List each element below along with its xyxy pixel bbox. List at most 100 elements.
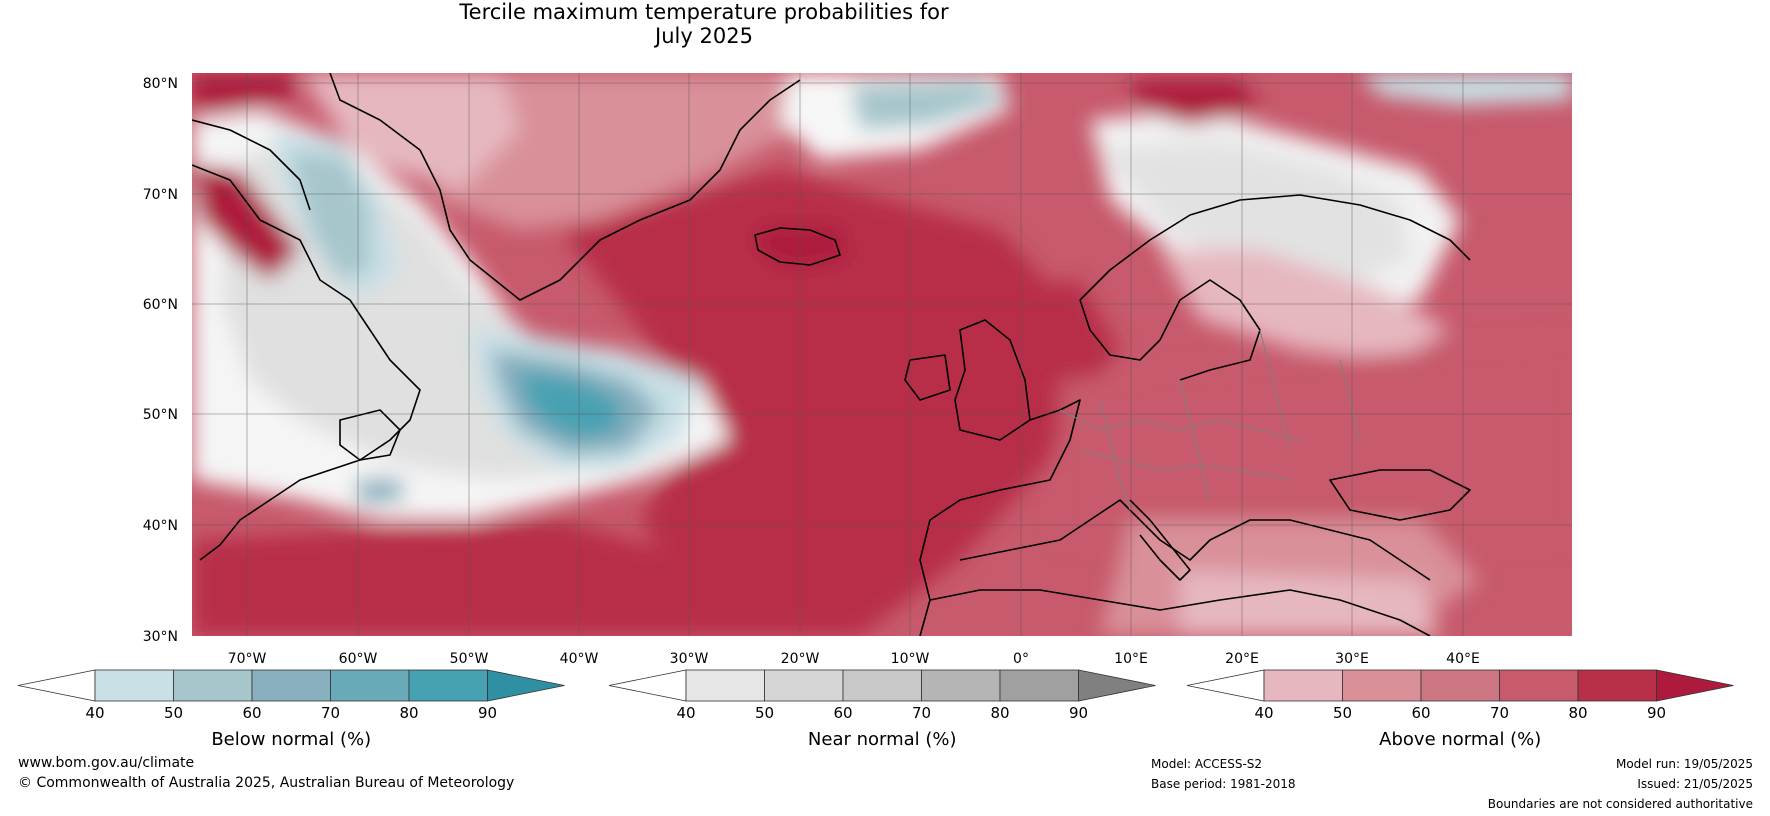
- colorbar-title: Near normal (%): [808, 729, 957, 750]
- graticule: [192, 73, 1572, 636]
- model-text: Model: ACCESS-S2: [1151, 757, 1263, 771]
- colorbar-tick-label: 50: [1333, 704, 1352, 722]
- labrador-blue: [290, 150, 370, 280]
- colorbars: 40 50 60 70 80 90 Below normal (%) 40 50 60 70 80 90…: [17, 669, 1734, 750]
- lon-label-20e: 20°E: [1225, 651, 1259, 667]
- scandinavia-light: [1160, 250, 1450, 360]
- colorbar-tick-label: 40: [85, 704, 104, 722]
- colorbar-1: 40 50 60 70 80 90 Below normal (%): [17, 669, 565, 750]
- arctic-light-red: [300, 73, 520, 190]
- latitude-labels: 80°N 70°N 60°N 50°N 40°N 30°N: [143, 76, 178, 645]
- title-line-1: Tercile maximum temperature probabilitie…: [459, 0, 949, 24]
- colorbar-title: Below normal (%): [211, 729, 371, 750]
- lon-label-20w: 20°W: [781, 651, 820, 667]
- colorbar-extend-low: [1186, 669, 1265, 702]
- newfoundland-coast: [339, 409, 401, 461]
- europe-mid: [1060, 340, 1572, 540]
- ellesmere-red: [192, 73, 300, 110]
- website-text: www.bom.gov.au/climate: [18, 755, 195, 771]
- colorbar-segment: [94, 669, 174, 702]
- colorbar-segment: [1577, 669, 1657, 702]
- colorbar-segment: [685, 669, 765, 702]
- lon-label-30e: 30°E: [1335, 651, 1369, 667]
- colorbar-tick-label: 80: [1568, 704, 1587, 722]
- colorbar-segment: [999, 669, 1079, 702]
- longitude-labels: 70°W 60°W 50°W 40°W 30°W 20°W 10°W 0° 10…: [228, 651, 1480, 667]
- north-africa-coast: [929, 589, 1431, 636]
- lon-label-40e: 40°E: [1446, 651, 1480, 667]
- chart-title: Tercile maximum temperature probabilitie…: [0, 0, 1408, 48]
- colorbar-tick-label: 70: [321, 704, 340, 722]
- north-africa-light: [1180, 570, 1440, 636]
- colorbar-tick-label: 60: [242, 704, 261, 722]
- colorbar-tick-label: 80: [990, 704, 1009, 722]
- model-run-text: Model run: 19/05/2025: [1615, 757, 1753, 771]
- mediterranean-north-coast: [959, 499, 1431, 581]
- scandinavia-coast: [1079, 194, 1471, 301]
- country-borders: [1059, 329, 1361, 511]
- map-panel: [192, 73, 1572, 636]
- atlantic-cold-core: [520, 370, 620, 440]
- europe-west-coast: [919, 399, 1081, 636]
- colorbar-extend-high: [1656, 669, 1734, 702]
- disclaimer-text: Boundaries are not considered authoritat…: [1487, 797, 1753, 811]
- iceland-coast: [754, 227, 841, 266]
- lon-label-50w: 50°W: [450, 651, 489, 667]
- lat-label-30n: 30°N: [143, 629, 178, 645]
- labrador-coast: [192, 164, 421, 561]
- lat-label-60n: 60°N: [143, 297, 178, 313]
- lon-label-10e: 10°E: [1114, 651, 1148, 667]
- colorbar-tick-label: 90: [478, 704, 497, 722]
- copyright-text: © Commonwealth of Australia 2025, Austra…: [18, 775, 515, 791]
- colorbar-segment: [1263, 669, 1343, 702]
- colorbar-segment: [921, 669, 1001, 702]
- sub-tropical-warm: [192, 520, 760, 636]
- lon-label-60w: 60°W: [339, 651, 378, 667]
- lon-label-70w: 70°W: [228, 651, 267, 667]
- newfoundland-blue: [355, 478, 405, 505]
- colorbar-segment: [1342, 669, 1422, 702]
- colorbar-tick-label: 40: [676, 704, 695, 722]
- colorbar-tick-label: 90: [1647, 704, 1666, 722]
- norway-south-coast: [1079, 299, 1161, 361]
- colorbar-segment: [1420, 669, 1500, 702]
- issued-text: Issued: 21/05/2025: [1637, 777, 1753, 791]
- colorbar-extend-high: [487, 669, 565, 702]
- colorbar-segment: [408, 669, 488, 702]
- lon-label-40w: 40°W: [560, 651, 599, 667]
- colorbar-tick-label: 70: [912, 704, 931, 722]
- coastlines: [192, 73, 1471, 636]
- colorbar-title: Above normal (%): [1379, 729, 1541, 750]
- colorbar-segment: [330, 669, 410, 702]
- britain-coast: [954, 319, 1031, 441]
- greenland-coast: [329, 73, 801, 301]
- ireland-coast: [904, 354, 951, 401]
- colorbar-tick-label: 50: [755, 704, 774, 722]
- colorbar-segment: [764, 669, 844, 702]
- colorbar-tick-label: 40: [1254, 704, 1273, 722]
- colorbar-tick-label: 60: [833, 704, 852, 722]
- colorbar-tick-label: 80: [399, 704, 418, 722]
- colorbar-tick-label: 50: [164, 704, 183, 722]
- lon-label-10w: 10°W: [891, 651, 930, 667]
- lat-label-80n: 80°N: [143, 76, 178, 92]
- colorbar-3: 40 50 60 70 80 90 Above normal (%): [1186, 669, 1734, 750]
- colorbar-tick-label: 70: [1490, 704, 1509, 722]
- atlantic-warm-core: [560, 170, 1090, 636]
- colorbar-segment: [1499, 669, 1579, 702]
- probability-shading: [192, 73, 1572, 636]
- colorbar-extend-low: [17, 669, 96, 702]
- colorbar-segment: [842, 669, 922, 702]
- barents-grey: [1100, 140, 1410, 290]
- arctic-east-blue: [1360, 73, 1572, 105]
- colorbar-extend-low: [608, 669, 687, 702]
- black-sea-coast: [1329, 469, 1471, 521]
- colorbar-2: 40 50 60 70 80 90 Near normal (%): [608, 669, 1156, 750]
- lat-label-40n: 40°N: [143, 518, 178, 534]
- lon-label-30w: 30°W: [670, 651, 709, 667]
- colorbar-extend-high: [1078, 669, 1156, 702]
- svalbard-red: [1130, 80, 1260, 125]
- colorbar-tick-label: 90: [1069, 704, 1088, 722]
- baffin-coast: [192, 119, 311, 211]
- base-period-text: Base period: 1981-2018: [1151, 777, 1296, 791]
